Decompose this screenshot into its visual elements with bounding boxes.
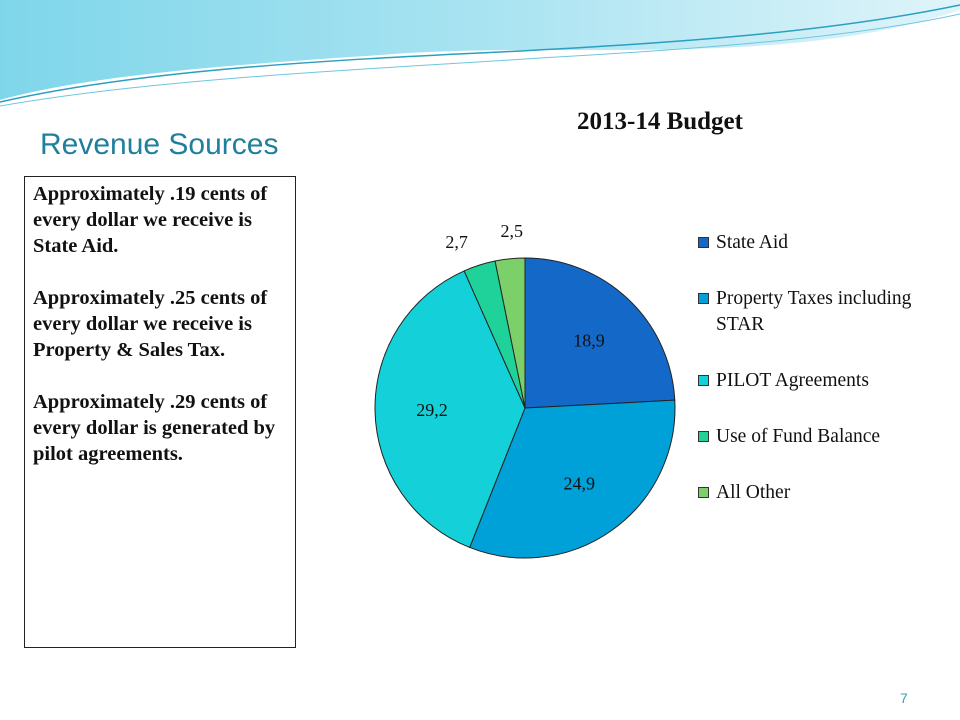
bullet-pilot: Approximately .29 cents of every dollar …	[33, 391, 276, 465]
legend-label: State Aid	[716, 232, 789, 253]
bullet-property-tax: Approximately .25 cents of every dollar …	[33, 287, 268, 361]
legend-swatch	[698, 237, 709, 248]
slide-title: Revenue Sources	[40, 128, 279, 161]
bullet-state-aid: Approximately .19 cents of every dollar …	[33, 183, 268, 257]
legend-label: Use of Fund Balance	[716, 426, 881, 447]
legend-label: All Other	[716, 482, 791, 503]
legend-item-pilot: PILOT Agreements	[698, 368, 948, 394]
pie-data-label-4: 2,7	[445, 232, 468, 252]
pie-slice-1	[524, 257, 676, 409]
legend-label: Property Taxes including STAR	[716, 288, 912, 335]
legend-item-state-aid: State Aid	[698, 230, 948, 256]
pie-data-labels: 18,9 24,9 29,2 2,7 2,5	[416, 221, 605, 494]
legend-item-all-other: All Other	[698, 480, 948, 506]
chart-title: 2013-14 Budget	[577, 108, 743, 135]
pie-slice-5	[494, 257, 526, 409]
legend-item-property-taxes: Property Taxes including STAR	[698, 286, 948, 338]
pie-data-label-2: 24,9	[563, 474, 595, 494]
legend-label: PILOT Agreements	[716, 370, 869, 391]
legend: State Aid Property Taxes including STAR …	[698, 230, 948, 536]
pie-data-label-5: 2,5	[501, 221, 524, 241]
pie-slice-3	[374, 270, 526, 549]
legend-swatch	[698, 293, 709, 304]
legend-swatch	[698, 431, 709, 442]
page-number: 7	[900, 690, 908, 706]
header-wave-decoration	[0, 0, 960, 107]
legend-item-fund-balance: Use of Fund Balance	[698, 424, 948, 450]
legend-swatch	[698, 375, 709, 386]
pie-slices	[374, 257, 676, 559]
text-box: Approximately .19 cents of every dollar …	[24, 176, 296, 648]
pie-data-label-3: 29,2	[416, 400, 448, 420]
pie-chart: 18,9 24,9 29,2 2,7 2,5	[374, 221, 676, 559]
legend-swatch	[698, 487, 709, 498]
pie-data-label-1: 18,9	[573, 331, 605, 351]
pie-slice-2	[469, 399, 676, 559]
